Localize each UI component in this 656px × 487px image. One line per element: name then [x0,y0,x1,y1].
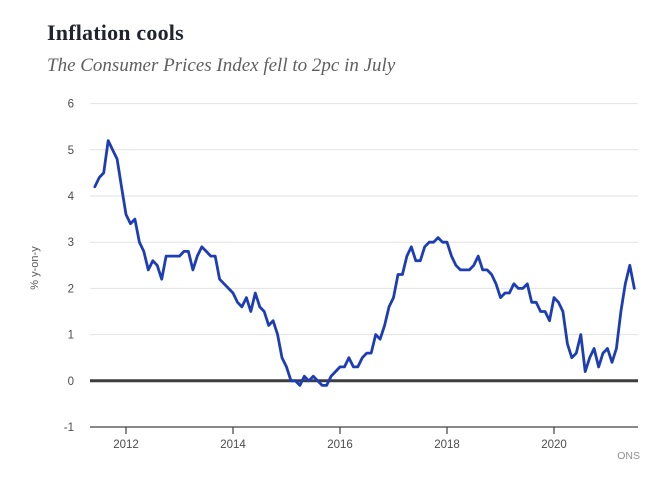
y-tick-label: 5 [68,145,74,157]
cpi-line-series [93,139,636,387]
y-axis-label: % y-on-y [29,246,41,290]
y-tick-label: -1 [64,422,74,434]
source-label: ONS [617,450,640,462]
x-tick-label: 2016 [327,439,353,451]
chart-title: Inflation cools [47,20,184,45]
y-tick-label: 2 [68,283,74,295]
y-tick-label: 3 [68,237,74,249]
x-tick-label: 2020 [541,439,567,451]
y-tick-label: 1 [68,330,74,342]
x-tick-label: 2012 [113,439,139,451]
chart-subtitle: The Consumer Prices Index fell to 2pc in… [47,55,396,76]
y-tick-label: 0 [68,376,74,388]
y-tick-label: 4 [68,191,75,203]
x-tick-label: 2018 [434,439,460,451]
y-tick-label: 6 [68,99,74,111]
x-tick-label: 2014 [220,439,246,451]
